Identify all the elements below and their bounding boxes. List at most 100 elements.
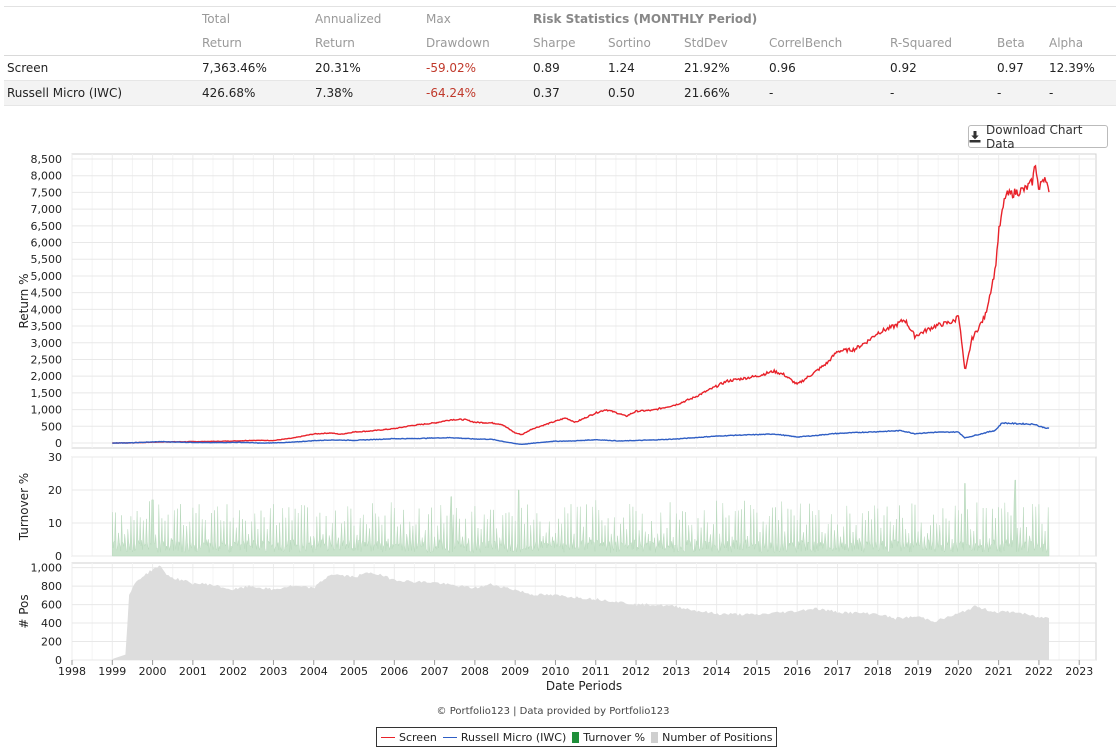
x-tick-label: 2013 (662, 665, 690, 678)
header-cell: Sharpe (530, 31, 605, 56)
download-chart-data-label: Download Chart Data (986, 122, 1083, 151)
chart-panel: 0 10 20 30 Turnover % (17, 451, 1097, 563)
row-name: Screen (4, 55, 199, 81)
x-tick-label: 2023 (1065, 665, 1093, 678)
header-cell (4, 31, 199, 56)
positions-area (112, 565, 1050, 660)
x-tick-label: 2021 (985, 665, 1013, 678)
y-tick-label: 6,500 (31, 220, 63, 233)
sharpe: 0.37 (530, 80, 605, 106)
x-tick-label: 2003 (259, 665, 287, 678)
y-tick-label: 200 (41, 636, 62, 649)
header-cell: Alpha (1046, 31, 1116, 56)
correl-bench: - (766, 80, 887, 106)
header-cell (4, 6, 199, 31)
x-tick-label: 2015 (743, 665, 771, 678)
header-cell: Drawdown (423, 31, 530, 56)
alpha: - (1046, 80, 1116, 106)
chart-credit: © Portfolio123 | Data provided by Portfo… (436, 706, 670, 717)
y-tick-label: 800 (41, 580, 62, 593)
x-tick-label: 2001 (179, 665, 207, 678)
max-drawdown: -59.02% (423, 55, 530, 81)
x-tick-label: 2019 (904, 665, 932, 678)
y-axis-label: Turnover % (17, 473, 31, 541)
legend-label: Turnover % (583, 730, 646, 744)
y-axis-label: # Pos (17, 594, 31, 628)
y-tick-label: 20 (48, 484, 62, 497)
y-tick-label: 5,500 (31, 253, 63, 266)
x-axis-label: Date Periods (546, 679, 622, 693)
beta: - (994, 80, 1046, 106)
y-tick-label: 6,000 (31, 237, 63, 250)
y-tick-label: 2,500 (31, 353, 63, 366)
y-tick-label: 500 (41, 420, 62, 433)
r-squared: 0.92 (887, 55, 994, 81)
legend-item-number-of-positions[interactable]: Number of Positions (651, 731, 772, 744)
y-tick-label: 3,500 (31, 320, 63, 333)
max-drawdown: -64.24% (423, 80, 530, 106)
sortino: 0.50 (605, 80, 681, 106)
chart-panel: 0 500 1,000 1,500 2,000 2,500 3,000 3,500 4,000 4… (17, 153, 1097, 450)
header-cell: CorrelBench (766, 31, 887, 56)
y-tick-label: 2,000 (31, 370, 63, 383)
legend-item-russell-micro[interactable]: Russell Micro (IWC) (442, 731, 566, 744)
sortino: 1.24 (605, 55, 681, 81)
correl-bench: 0.96 (766, 55, 887, 81)
x-tick-label: 2018 (864, 665, 892, 678)
y-tick-label: 30 (48, 451, 62, 464)
download-chart-data-button[interactable]: Download Chart Data (968, 122, 1108, 151)
x-tick-label: 2016 (783, 665, 811, 678)
y-tick-label: 5,000 (31, 270, 63, 283)
header-cell: Annualized (312, 6, 423, 31)
total-return: 7,363.46% (199, 55, 312, 81)
beta: 0.97 (994, 55, 1046, 81)
x-tick-label: 2012 (622, 665, 650, 678)
x-tick-label: 2014 (703, 665, 731, 678)
sharpe: 0.89 (530, 55, 605, 81)
risk-statistics-title: Risk Statistics (MONTHLY Period) (530, 6, 1116, 31)
chart-legend: Screen Russell Micro (IWC) Turnover % Nu… (376, 727, 778, 747)
legend-item-screen[interactable]: Screen (381, 731, 437, 744)
legend-box-swatch (572, 731, 580, 743)
header-cell: Return (312, 31, 423, 56)
x-tick-label: 2020 (944, 665, 972, 678)
y-tick-label: 7,500 (31, 186, 63, 199)
y-tick-label: 1,000 (31, 404, 63, 417)
legend-line-swatch (381, 736, 395, 738)
y-tick-label: 0 (55, 550, 62, 563)
chart-panel: 0 200 400 600 800 1,000 # Pos (17, 562, 1097, 667)
y-tick-label: 1,000 (31, 562, 63, 575)
x-tick-label: 2017 (823, 665, 851, 678)
stddev: 21.92% (681, 55, 766, 81)
download-icon (969, 130, 981, 143)
header-cell: StdDev (681, 31, 766, 56)
y-tick-label: 7,000 (31, 203, 63, 216)
x-tick-label: 2010 (541, 665, 569, 678)
legend-label: Screen (399, 730, 437, 744)
x-tick-label: 2008 (461, 665, 489, 678)
x-tick-label: 1999 (98, 665, 126, 678)
x-tick-label: 2006 (380, 665, 408, 678)
x-tick-label: 2011 (582, 665, 610, 678)
y-tick-label: 10 (48, 517, 62, 530)
y-axis-label: Return % (17, 273, 31, 328)
x-tick-label: 2002 (219, 665, 247, 678)
y-tick-label: 4,000 (31, 303, 63, 316)
x-tick-label: 2022 (1025, 665, 1053, 678)
x-tick-label: 2004 (300, 665, 328, 678)
annualized-return: 20.31% (312, 55, 423, 81)
total-return: 426.68% (199, 80, 312, 106)
table-row: Screen 7,363.46% 20.31% -59.02% 0.89 1.2… (4, 55, 1116, 81)
y-tick-label: 8,000 (31, 170, 63, 183)
row-name: Russell Micro (IWC) (4, 80, 199, 106)
y-tick-label: 400 (41, 617, 62, 630)
r-squared: - (887, 80, 994, 106)
performance-chart: 0 500 1,000 1,500 2,000 2,500 3,000 3,500 4,000 4… (17, 153, 1097, 693)
stats-header-bottom: Return Return Drawdown Sharpe Sortino St… (4, 31, 1116, 56)
x-tick-label: 2009 (501, 665, 529, 678)
legend-item-turnover[interactable]: Turnover % (572, 731, 645, 744)
x-tick-label: 2005 (340, 665, 368, 678)
header-cell: R-Squared (887, 31, 994, 56)
y-tick-label: 8,500 (31, 153, 63, 166)
series-line-russell-micro-iwc (112, 421, 1050, 445)
